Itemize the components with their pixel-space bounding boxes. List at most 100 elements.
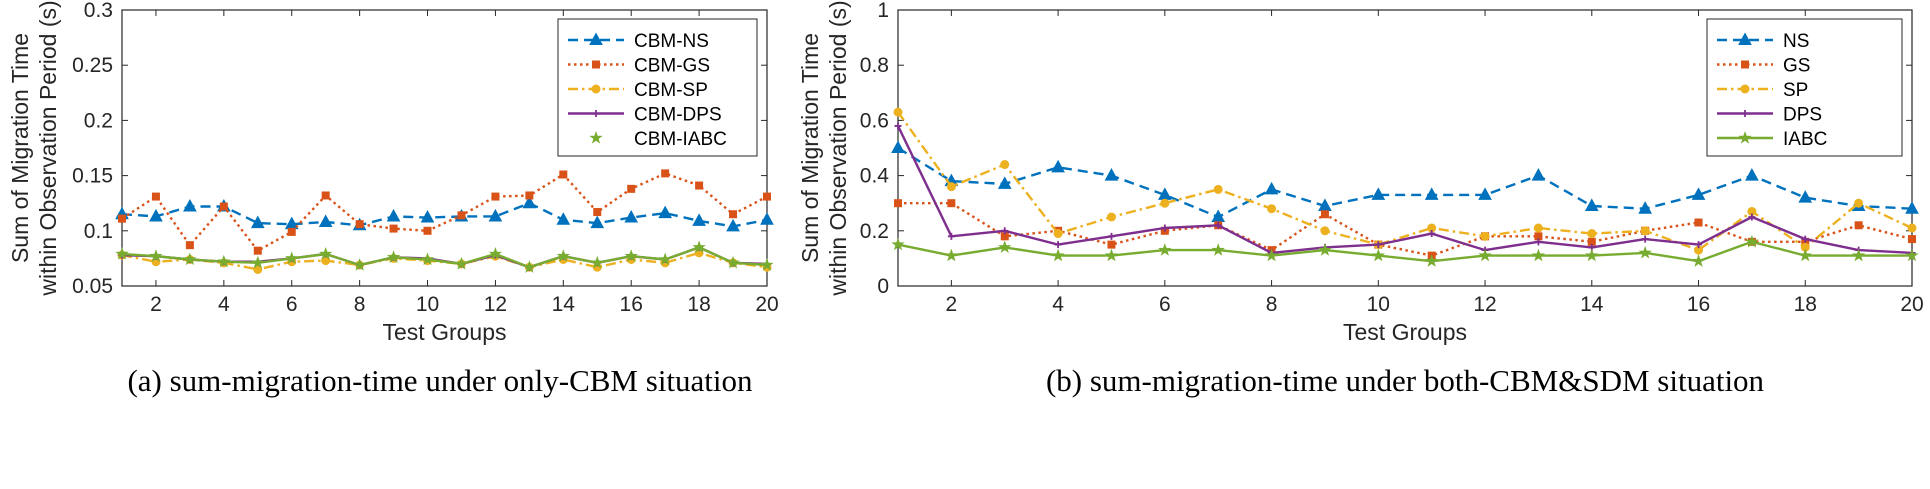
panel-a-xtick-label: 4 xyxy=(218,293,230,316)
panel-a-caption: (a) sum-migration-time under only-CBM si… xyxy=(127,363,753,398)
panel-b-point-sp xyxy=(1106,212,1116,222)
panel-b-point-ns xyxy=(1264,181,1279,195)
panel-b-chart: 2 4 6 8 10 12 14 16 18 20 0 0.2 0.4 0.6 0.8 1 Test Grou… xyxy=(797,0,1924,398)
panel-b-xtick-label: 12 xyxy=(1473,293,1496,316)
panel-a-point-cbm-gs xyxy=(219,202,228,211)
panel-a-xtick-label: 10 xyxy=(416,293,439,316)
panel-b-xtick-label: 18 xyxy=(1794,293,1817,316)
panel-b-point-gs xyxy=(1107,240,1116,249)
panel-b-ytick-label: 0 xyxy=(877,275,889,298)
panel-a-point-cbm-gs xyxy=(695,181,704,190)
panel-a-point-cbm-gs xyxy=(151,192,160,201)
panel-b-legend-label: SP xyxy=(1783,80,1808,101)
panel-b-point-dps xyxy=(1641,235,1649,243)
panel-b-legend: NS GS SP DPS IABC xyxy=(1706,18,1903,157)
panel-b-point-sp xyxy=(1533,223,1543,233)
panel-a-point-cbm-ns xyxy=(318,214,333,227)
panel-a-point-cbm-ns xyxy=(488,208,503,222)
panel-b-legend-item-sp: SP xyxy=(1717,80,1808,101)
panel-a-point-cbm-ns xyxy=(386,208,401,222)
panel-b-xtick-label: 8 xyxy=(1266,293,1278,316)
panel-b-point-sp xyxy=(1854,198,1864,208)
panel-a-line-cbm-iabc xyxy=(121,246,768,269)
panel-a-point-cbm-gs xyxy=(355,220,364,229)
panel-a-point-cbm-ns xyxy=(760,212,774,225)
panel-a-legend-marker xyxy=(591,84,601,94)
panel-a-point-cbm-ns xyxy=(250,215,265,229)
panel-b-point-sp xyxy=(893,107,903,117)
panel-b-point-dps xyxy=(1534,238,1542,246)
panel-b-point-dps xyxy=(1054,241,1062,249)
panel-a-point-cbm-ns xyxy=(149,208,163,222)
panel-b-line-iabc xyxy=(897,240,1912,263)
panel-a-series-cbm-iabc xyxy=(115,240,774,273)
panel-a-point-cbm-ns xyxy=(624,210,639,223)
panel-b-point-dps xyxy=(1374,241,1382,249)
panel-a-ytick-label: 0.1 xyxy=(84,220,113,243)
panel-b-caption: (b) sum-migration-time under both-CBM&SD… xyxy=(1046,363,1765,398)
panel-a-legend-marker xyxy=(589,32,603,45)
panel-a-legend-label: CBM-DPS xyxy=(634,105,722,126)
panel-a-xtick-label: 12 xyxy=(484,293,507,316)
panel-b-series xyxy=(891,107,1919,267)
panel-b-legend-marker xyxy=(1738,32,1752,45)
panel-a-point-cbm-gs xyxy=(491,192,500,201)
panel-b-point-sp xyxy=(1694,245,1704,255)
panel-b-xtick-label: 10 xyxy=(1367,293,1390,316)
panel-a-ylabel-line1: Sum of Migration Time xyxy=(7,33,33,263)
panel-b-point-gs xyxy=(1320,210,1329,219)
panel-b-point-dps xyxy=(1801,235,1809,243)
panel-a-ytick-label: 0.2 xyxy=(84,109,113,132)
panel-a-point-cbm-gs xyxy=(457,211,466,220)
panel-a-legend-label: CBM-SP xyxy=(634,80,708,101)
panel-b-legend-box xyxy=(1706,18,1903,157)
panel-a-legend-marker xyxy=(592,60,600,69)
panel-b-point-ns xyxy=(997,176,1012,189)
panel-a-xtick-label: 20 xyxy=(755,293,778,316)
panel-a-xtick-label: 18 xyxy=(687,293,710,316)
panel-b-legend-item-ns: NS xyxy=(1717,31,1809,52)
panel-b-point-ns xyxy=(1584,198,1599,211)
panel-a-point-cbm-ns xyxy=(726,218,740,232)
panel-b-point-dps xyxy=(1214,221,1222,229)
panel-b-point-ns xyxy=(1531,168,1546,181)
panel-b-point-ns xyxy=(891,140,905,153)
panel-b-legend-label: IABC xyxy=(1783,129,1827,150)
panel-b-point-gs xyxy=(1908,235,1916,244)
panel-a-chart: 2 4 6 8 10 12 14 16 18 20 0.05 0.1 0.15 0.2 0.25 0.3 Te… xyxy=(7,0,779,398)
panel-a-ytick-label: 0.3 xyxy=(84,0,113,22)
panel-a-ylabel-line2: within Observation Period (s) xyxy=(35,0,61,296)
panel-b-legend-marker xyxy=(1741,60,1749,69)
panel-b-legend-marker xyxy=(1741,110,1749,117)
panel-a-point-cbm-ns xyxy=(658,205,673,219)
panel-b-point-dps xyxy=(1428,230,1436,238)
panel-a-xlabel: Test Groups xyxy=(383,319,507,345)
panel-a-legend-item-cbm-ns: CBM-NS xyxy=(568,31,709,52)
panel-a-legend-label: CBM-GS xyxy=(634,56,710,77)
panel-a-point-cbm-sp xyxy=(321,256,331,266)
panel-b-xtick-label: 4 xyxy=(1052,293,1064,316)
panel-b-ylabel-line2: within Observation Period (s) xyxy=(825,0,851,296)
panel-b-point-gs xyxy=(894,199,902,208)
panel-b-xtick-label: 14 xyxy=(1580,293,1604,316)
panel-a-point-cbm-gs xyxy=(185,241,194,250)
panel-a-ytick-label: 0.15 xyxy=(72,165,113,188)
panel-a-line-cbm-gs xyxy=(121,172,768,252)
panel-a-point-cbm-gs xyxy=(389,224,398,233)
panel-b-point-sp xyxy=(1267,204,1277,214)
panel-a-legend-item-cbm-gs: CBM-GS xyxy=(568,56,710,77)
panel-a-point-cbm-sp xyxy=(253,264,263,274)
panel-b-point-gs xyxy=(1694,218,1703,227)
panel-b-point-ns xyxy=(1798,190,1813,203)
panel-a-point-cbm-gs xyxy=(729,210,738,219)
panel-b-legend-label: DPS xyxy=(1783,105,1822,126)
panel-b-point-sp xyxy=(1640,226,1650,236)
panel-b-point-ns xyxy=(1745,168,1759,181)
panel-b-point-ns xyxy=(1104,168,1119,181)
panel-b-point-sp xyxy=(1000,160,1010,170)
panel-a-point-cbm-gs xyxy=(253,246,262,255)
panel-b-point-dps xyxy=(894,122,902,130)
panel-b-line-sp xyxy=(897,111,1913,252)
panel-a-ytick-label: 0.05 xyxy=(72,275,113,298)
